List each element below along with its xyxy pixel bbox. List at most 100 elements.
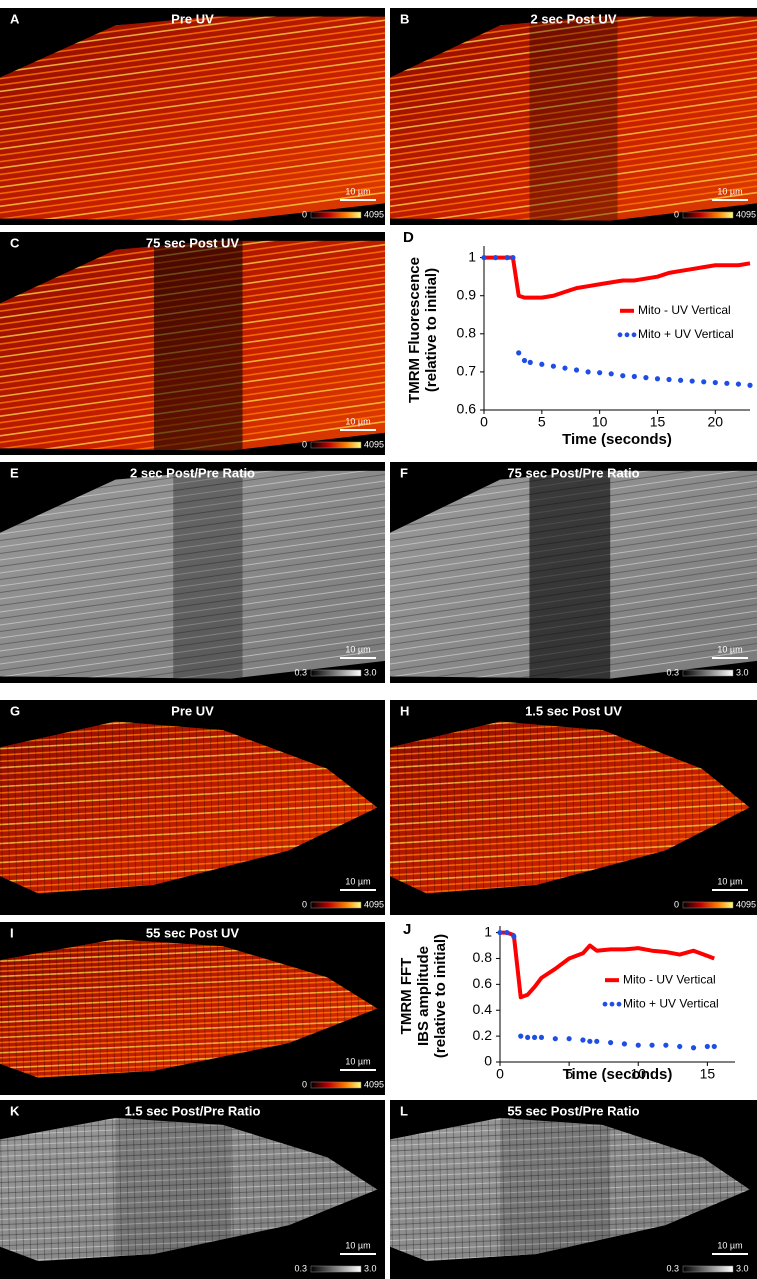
- fiber: [390, 827, 750, 851]
- striation: [438, 721, 443, 894]
- legend-label: Mito - UV Vertical: [623, 972, 716, 986]
- data-point: [504, 929, 510, 936]
- striation: [83, 721, 88, 894]
- colorbar: [682, 901, 734, 909]
- fiber: [0, 538, 385, 594]
- cell-image: [0, 470, 385, 679]
- colorbar-min: 0: [674, 899, 679, 909]
- fiber: [390, 25, 757, 80]
- fiber: [0, 795, 378, 820]
- uv-band: [529, 470, 611, 679]
- striation: [62, 721, 67, 894]
- fiber: [0, 783, 378, 807]
- fiber: [390, 83, 757, 137]
- legend-swatch: [631, 332, 637, 338]
- panel-letter: L: [400, 1103, 408, 1118]
- fiber: [0, 999, 378, 1018]
- striation: [536, 721, 541, 894]
- data-point: [552, 1036, 558, 1042]
- fiber: [0, 89, 385, 144]
- fiber: [0, 776, 378, 801]
- y-axis-label: IBS amplitude: [415, 946, 432, 1046]
- scale-bar-label: 10 µm: [717, 186, 742, 196]
- striation: [529, 721, 534, 894]
- fiber: [390, 814, 750, 839]
- striation: [452, 1117, 457, 1262]
- colorbar-max: 3.0: [364, 667, 377, 677]
- panel-title: 1.5 sec Post UV: [525, 703, 622, 718]
- data-point: [573, 367, 580, 373]
- striation: [160, 721, 165, 894]
- y-axis-label: (relative to initial): [423, 268, 440, 392]
- fiber: [390, 1195, 750, 1215]
- data-point: [621, 1041, 628, 1047]
- striation: [508, 721, 513, 894]
- image-panel: B 2 sec Post UV 10 µm 0 4095: [390, 8, 757, 225]
- data-point: [492, 255, 499, 261]
- data-point: [747, 382, 753, 388]
- x-tick-label: 5: [565, 1066, 573, 1082]
- fiber: [0, 32, 385, 86]
- fiber: [0, 551, 385, 607]
- fiber: [0, 1169, 378, 1189]
- fiber: [390, 57, 757, 112]
- fiber: [0, 808, 378, 832]
- fiber: [390, 1180, 750, 1199]
- uv-band: [154, 240, 243, 451]
- colorbar: [682, 669, 734, 677]
- striation: [515, 1117, 520, 1262]
- fiber: [390, 89, 757, 144]
- striation: [146, 721, 151, 894]
- cell-image: [0, 16, 385, 221]
- data-point: [510, 255, 516, 261]
- striation: [139, 939, 144, 1078]
- image-panel: L 55 sec Post/Pre Ratio 10 µm 0.3 3.0: [390, 1100, 757, 1279]
- fiber: [0, 470, 385, 516]
- data-point: [649, 1042, 655, 1048]
- colorbar: [310, 211, 362, 219]
- data-point: [580, 1037, 586, 1043]
- fiber: [0, 51, 385, 106]
- fiber: [390, 121, 757, 176]
- fiber: [0, 506, 385, 561]
- data-point: [701, 379, 707, 385]
- cell-image: [390, 470, 757, 679]
- data-point: [550, 363, 556, 369]
- image-panel: C 75 sec Post UV 10 µm 0 4095: [0, 232, 385, 455]
- striation: [487, 1117, 492, 1262]
- fiber: [390, 808, 750, 832]
- y-tick-label: 0.8: [457, 325, 477, 341]
- colorbar-min: 0.3: [294, 1263, 307, 1273]
- fiber: [0, 629, 385, 679]
- striation: [69, 939, 74, 1078]
- fiber: [0, 179, 385, 221]
- legend-label: Mito + UV Vertical: [638, 327, 734, 341]
- data-point: [678, 377, 684, 383]
- y-axis-label: TMRM FFT: [398, 958, 415, 1035]
- fiber: [0, 147, 385, 201]
- panel-letter: A: [10, 11, 20, 26]
- striation: [132, 1117, 137, 1262]
- fiber: [390, 159, 757, 214]
- striation: [76, 939, 81, 1078]
- striation: [139, 721, 144, 894]
- scale-bar-label: 10 µm: [345, 416, 370, 426]
- fiber: [0, 473, 385, 529]
- striation: [146, 1117, 151, 1262]
- colorbar-min: 0: [302, 1079, 307, 1089]
- panel-title: 2 sec Post/Pre Ratio: [130, 465, 255, 480]
- panel-letter: B: [400, 11, 409, 26]
- data-point: [516, 350, 522, 356]
- data-point: [689, 378, 695, 384]
- fiber: [0, 545, 385, 600]
- panel-title: 55 sec Post/Pre Ratio: [507, 1103, 639, 1118]
- x-axis-label: Time (seconds): [562, 431, 672, 448]
- y-tick-label: 0.6: [473, 975, 493, 991]
- fiber: [0, 1024, 378, 1044]
- fiber: [0, 973, 378, 993]
- striation: [473, 721, 478, 894]
- data-point: [724, 380, 730, 386]
- colorbar-min: 0.3: [666, 667, 679, 677]
- data-point: [620, 373, 626, 379]
- fiber: [0, 16, 385, 61]
